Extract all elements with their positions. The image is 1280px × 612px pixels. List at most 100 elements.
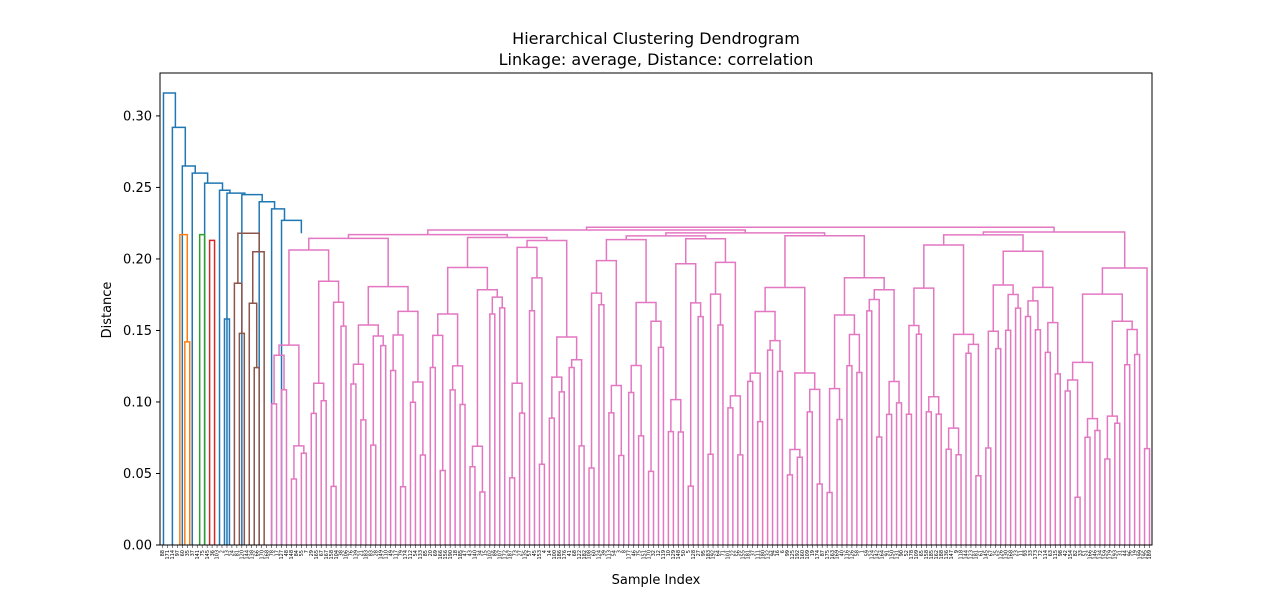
leaf-label: 114: [1043, 550, 1049, 560]
leaf-label: 153: [537, 550, 543, 560]
dendrogram-link: [737, 454, 744, 545]
leaf-label: 13: [225, 550, 231, 556]
dendrogram-link: [925, 411, 933, 545]
leaf-label: 116: [845, 550, 851, 560]
leaf-label: 195: [1142, 550, 1148, 560]
leaf-label: 22: [731, 550, 737, 556]
leaf-label: 85: [423, 550, 429, 556]
leaf-label: 59: [865, 550, 871, 556]
dendrogram-link: [766, 349, 774, 545]
dendrogram-link: [526, 239, 568, 338]
dendrogram-link: [340, 325, 347, 545]
leaf-label: 189: [1147, 550, 1153, 560]
leaf-label: 180: [760, 550, 766, 560]
dendrogram-link: [875, 436, 883, 545]
dendrogram-link: [935, 413, 942, 545]
dendrogram-link: [280, 219, 303, 545]
dendrogram-link: [508, 477, 516, 545]
leaf-label: 125: [790, 550, 796, 560]
leaf-label: 67: [989, 550, 995, 556]
dendrogram-link: [605, 238, 647, 303]
y-axis-label: Distance: [100, 282, 115, 339]
leaf-label: 46: [631, 550, 637, 556]
leaf-label: 149: [378, 550, 384, 560]
leaf-label: 134: [1098, 550, 1104, 560]
dendrogram-link: [1094, 429, 1101, 545]
dendrogram-link: [707, 453, 714, 545]
dendrogram-link: [1133, 353, 1141, 545]
leaf-label: 45: [532, 550, 538, 556]
leaf-label: 5: [686, 550, 692, 553]
dendrogram-link: [466, 236, 548, 268]
leaf-label: 192: [795, 550, 801, 560]
leaf-label: 126: [998, 550, 1004, 560]
leaf-label: 150: [889, 550, 895, 560]
leaf-label: 50: [681, 550, 687, 556]
leaf-label: 107: [497, 550, 503, 560]
leaf-label: 87: [820, 550, 826, 556]
dendrogram-link: [635, 301, 657, 366]
leaf-label: 91: [884, 550, 890, 556]
dendrogram-link: [784, 235, 866, 288]
leaf-label: 41: [567, 550, 573, 556]
leaf-label: 172: [502, 550, 508, 560]
dendrogram-link: [184, 341, 191, 545]
dendrogram-link: [511, 382, 523, 478]
leaf-label: 136: [944, 550, 950, 560]
dendrogram-link: [1032, 286, 1054, 323]
leaf-label: 94: [770, 550, 776, 556]
dendrogram-link: [237, 232, 260, 284]
dendrogram-link: [885, 413, 893, 545]
dendrogram-link: [895, 402, 903, 545]
dendrogram-link: [293, 445, 305, 479]
dendrogram-link: [749, 372, 761, 422]
leaf-label: 34: [478, 550, 484, 556]
leaf-label: 138: [249, 550, 255, 560]
leaf-label: 178: [909, 550, 915, 560]
dendrogram-link: [786, 474, 794, 545]
dendrogram-link: [685, 238, 727, 264]
leaf-label: 14: [547, 550, 553, 556]
leaf-label: 40: [840, 550, 846, 556]
leaf-label: 4: [542, 550, 548, 553]
leaf-label: 109: [805, 550, 811, 560]
leaf-label: 166: [438, 550, 444, 560]
leaf-label: 67: [319, 550, 325, 556]
dendrogram-link: [955, 453, 962, 545]
leaf-label: 175: [825, 550, 831, 560]
chart-subtitle: Linkage: average, Distance: correlation: [499, 50, 814, 69]
leaf-label: 179: [1108, 550, 1114, 560]
leaf-label: 57: [527, 550, 533, 556]
dendrogram-link: [449, 389, 456, 545]
leaf-label: 109: [914, 550, 920, 560]
dendrogram-link: [809, 388, 821, 485]
leaf-label: 104: [334, 550, 340, 560]
leaf-label: 100: [552, 550, 558, 560]
dendrogram-link: [1044, 351, 1052, 545]
dendrogram-link: [198, 233, 206, 545]
leaf-label: 93: [1023, 550, 1029, 556]
chart-title: Hierarchical Clustering Dendrogram: [512, 29, 800, 48]
dendrogram-link: [588, 467, 595, 545]
leaf-label: 47: [463, 550, 469, 556]
leaf-label: 2: [220, 550, 226, 553]
dendrogram-link: [352, 363, 365, 420]
dendrogram-link: [856, 371, 863, 545]
dendrogram-link: [670, 398, 682, 432]
leaf-label: 117: [393, 550, 399, 560]
leaf-label: 182: [582, 550, 588, 560]
dendrogram-link: [308, 237, 389, 287]
dendrogram-link: [300, 452, 308, 545]
leaf-label: 156: [443, 550, 449, 560]
leaf-label: 96: [1127, 550, 1133, 556]
leaf-label: 113: [607, 550, 613, 560]
dendrogram-link: [578, 445, 585, 545]
leaf-label: 84: [294, 550, 300, 556]
leaf-label: 159: [1103, 550, 1109, 560]
dendrogram-link: [1034, 329, 1042, 545]
leaf-label: 160: [800, 550, 806, 560]
leaf-label: 170: [259, 550, 265, 560]
dendrogram-link: [637, 435, 645, 545]
leaf-label: 27: [696, 550, 702, 556]
leaf-label: 151: [641, 550, 647, 560]
